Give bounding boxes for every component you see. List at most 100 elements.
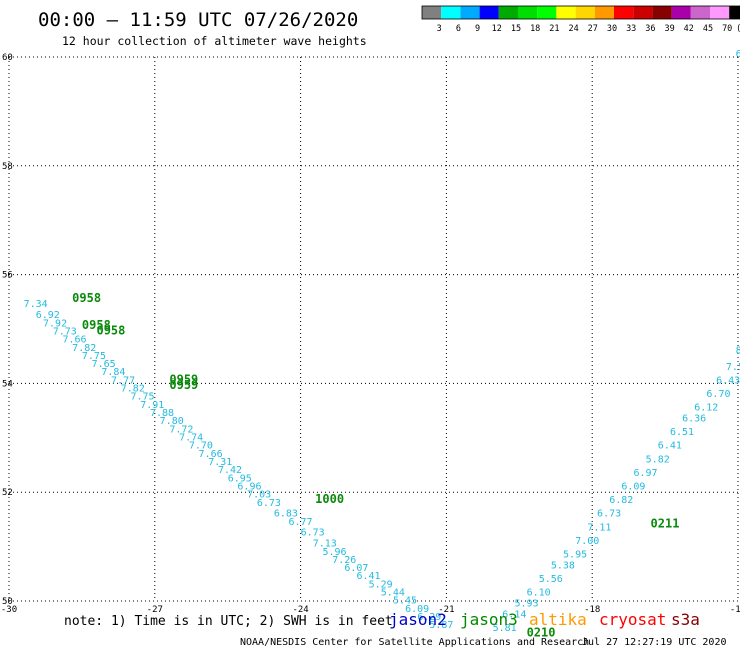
colorbar-label: 21 [549,24,559,34]
y-tick-label: 54 [2,379,13,389]
swh-points: 7.346.927.927.737.667.827.757.657.847.77… [24,49,740,634]
satellite-altika: altika [529,610,587,629]
swh-point: 7.73 [53,326,77,337]
swh-point: 7.72 [169,424,193,435]
swh-point: 6 [736,49,740,60]
colorbar-swatch [594,6,614,19]
pass-time-label: 0959 [169,378,198,392]
swh-point: 7.31 [208,457,232,468]
swh-point: 6.43 [716,375,740,386]
swh-point: 5.81 [493,623,517,634]
swh-point: 7.91 [140,400,164,411]
colorbar-label: 24 [568,24,578,34]
colorbar-label: 9 [475,24,480,34]
colorbar-label: 70 [722,24,732,34]
pass-time-label: 0958 [82,318,111,332]
colorbar-label: (ft) [736,24,740,34]
swh-point: 7.75 [131,392,155,403]
colorbar-label: 45 [703,24,713,34]
swh-point: 6.07 [344,563,368,574]
swh-point: 7.70 [189,441,213,452]
colorbar-swatch [671,6,691,19]
satellite-jason3: jason3 [460,610,518,629]
swh-point: 6.41 [658,441,682,452]
y-tick-label: 58 [2,162,13,172]
swh-point: 7.88 [150,408,174,419]
swh-point: 5.96 [322,547,346,558]
y-tick-label: 60 [2,53,13,63]
swh-point: 6.96 [237,481,261,492]
axes: -30 -27 -24 -21 -18 -15 50 52 54 56 58 60 [1,53,740,615]
swh-point: 7.03 [247,490,271,501]
colorbar-label: 12 [492,24,502,34]
chart-title: 00:00 – 11:59 UTC 07/26/2020 [38,9,358,31]
swh-point: 7.92 [43,318,67,329]
colorbar-label: 6 [456,24,461,34]
swh-point: 7.50 [726,362,740,373]
colorbar-label: 18 [530,24,540,34]
pass-time-label: 0958 [96,323,125,337]
x-tick-label: -21 [438,605,454,615]
colorbar-swatch [614,6,634,19]
swh-point: 8. [736,345,740,356]
swh-point: 7.42 [218,465,242,476]
satellite-s3a: s3a [671,610,700,629]
swh-point: 5.38 [551,560,575,571]
grid [8,56,739,602]
colorbar-label: 3 [437,24,442,34]
footer-note: note: 1) Time is in UTC; 2) SWH is in fe… [64,614,393,629]
swh-point: 5.56 [539,574,563,585]
satellite-cryosat: cryosat [599,610,666,629]
colorbar-swatch [633,6,653,19]
x-tick-label: -27 [147,605,163,615]
colorbar-label: 36 [645,24,655,34]
colorbar-label: 33 [626,24,636,34]
swh-point: 6.51 [670,427,694,438]
swh-point: 5.95 [563,549,587,560]
swh-point: 7.82 [72,343,96,354]
swh-point: 7.00 [575,536,599,547]
colorbar-swatch [441,6,461,19]
colorbar-label: 30 [607,24,617,34]
pass-time-label: 0211 [651,517,680,531]
swh-point: 7.66 [62,335,86,346]
swh-point: 7.82 [121,384,145,395]
pass-time-label: 0959 [169,372,198,386]
swh-point: 7.34 [24,299,48,310]
pass-time-label: 0210 [527,625,556,639]
swh-point: 7.26 [332,555,356,566]
x-tick-label: -15 [730,605,740,615]
colorbar-label: 27 [588,24,598,34]
colorbar-swatch [575,6,595,19]
swh-point: 6.73 [301,528,325,539]
swh-point: 6.36 [682,413,706,424]
colorbar-swatch [498,6,518,19]
colorbar-swatch [690,6,710,19]
swh-point: 7.77 [111,375,135,386]
swh-point: 5.29 [369,579,393,590]
swh-point: 6.14 [502,609,526,620]
satellite-jason2: jason2 [389,610,447,629]
colorbar-swatch [710,6,730,19]
swh-point: 6.97 [634,468,658,479]
swh-point: 5.82 [646,454,670,465]
swh-point: 6.73 [257,498,281,509]
y-tick-label: 56 [2,271,13,281]
swh-point: 6.29 [417,612,441,623]
swh-point: 7.66 [199,449,223,460]
swh-point: 7.80 [160,416,184,427]
y-tick-label: 50 [2,597,13,607]
swh-point: 7.84 [101,367,125,378]
swh-point: 7.13 [313,539,337,550]
colorbar-swatch [479,6,499,19]
swh-point: 6.83 [274,509,298,520]
pass-time-label: 1000 [315,492,344,506]
colorbar-frame [421,5,740,20]
swh-point: 5.44 [381,588,405,599]
colorbar-swatch [729,6,740,19]
colorbar-swatch [556,6,576,19]
x-tick-label: -24 [292,605,308,615]
